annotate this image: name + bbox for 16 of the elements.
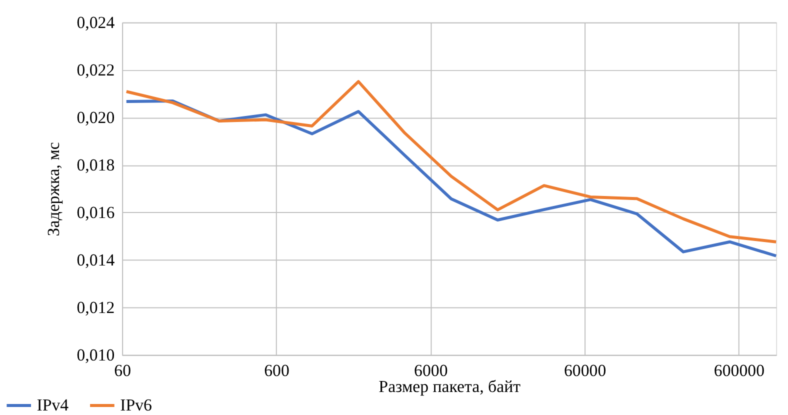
y-tick-label: 0,010	[76, 345, 115, 364]
y-tick-label: 0,020	[76, 108, 115, 127]
legend-label: IPv4	[36, 395, 70, 414]
x-tick-label: 600	[264, 361, 290, 380]
y-tick-label: 0,018	[76, 155, 115, 174]
x-tick-label: 60000	[564, 361, 606, 380]
x-tick-label: 600000	[714, 361, 764, 380]
line-series	[124, 80, 778, 244]
y-tick-label: 0,012	[76, 298, 115, 317]
y-tick-label: 0,014	[76, 250, 116, 270]
legend-label: IPv6	[120, 395, 152, 414]
y-tick-label: 0,016	[76, 202, 115, 222]
x-tick-label: 60	[114, 361, 131, 380]
y-tick-label: 0,022	[76, 60, 115, 80]
y-tick-label: 0,024	[76, 12, 116, 32]
y-axis-title: Задержка, мс	[44, 142, 63, 236]
